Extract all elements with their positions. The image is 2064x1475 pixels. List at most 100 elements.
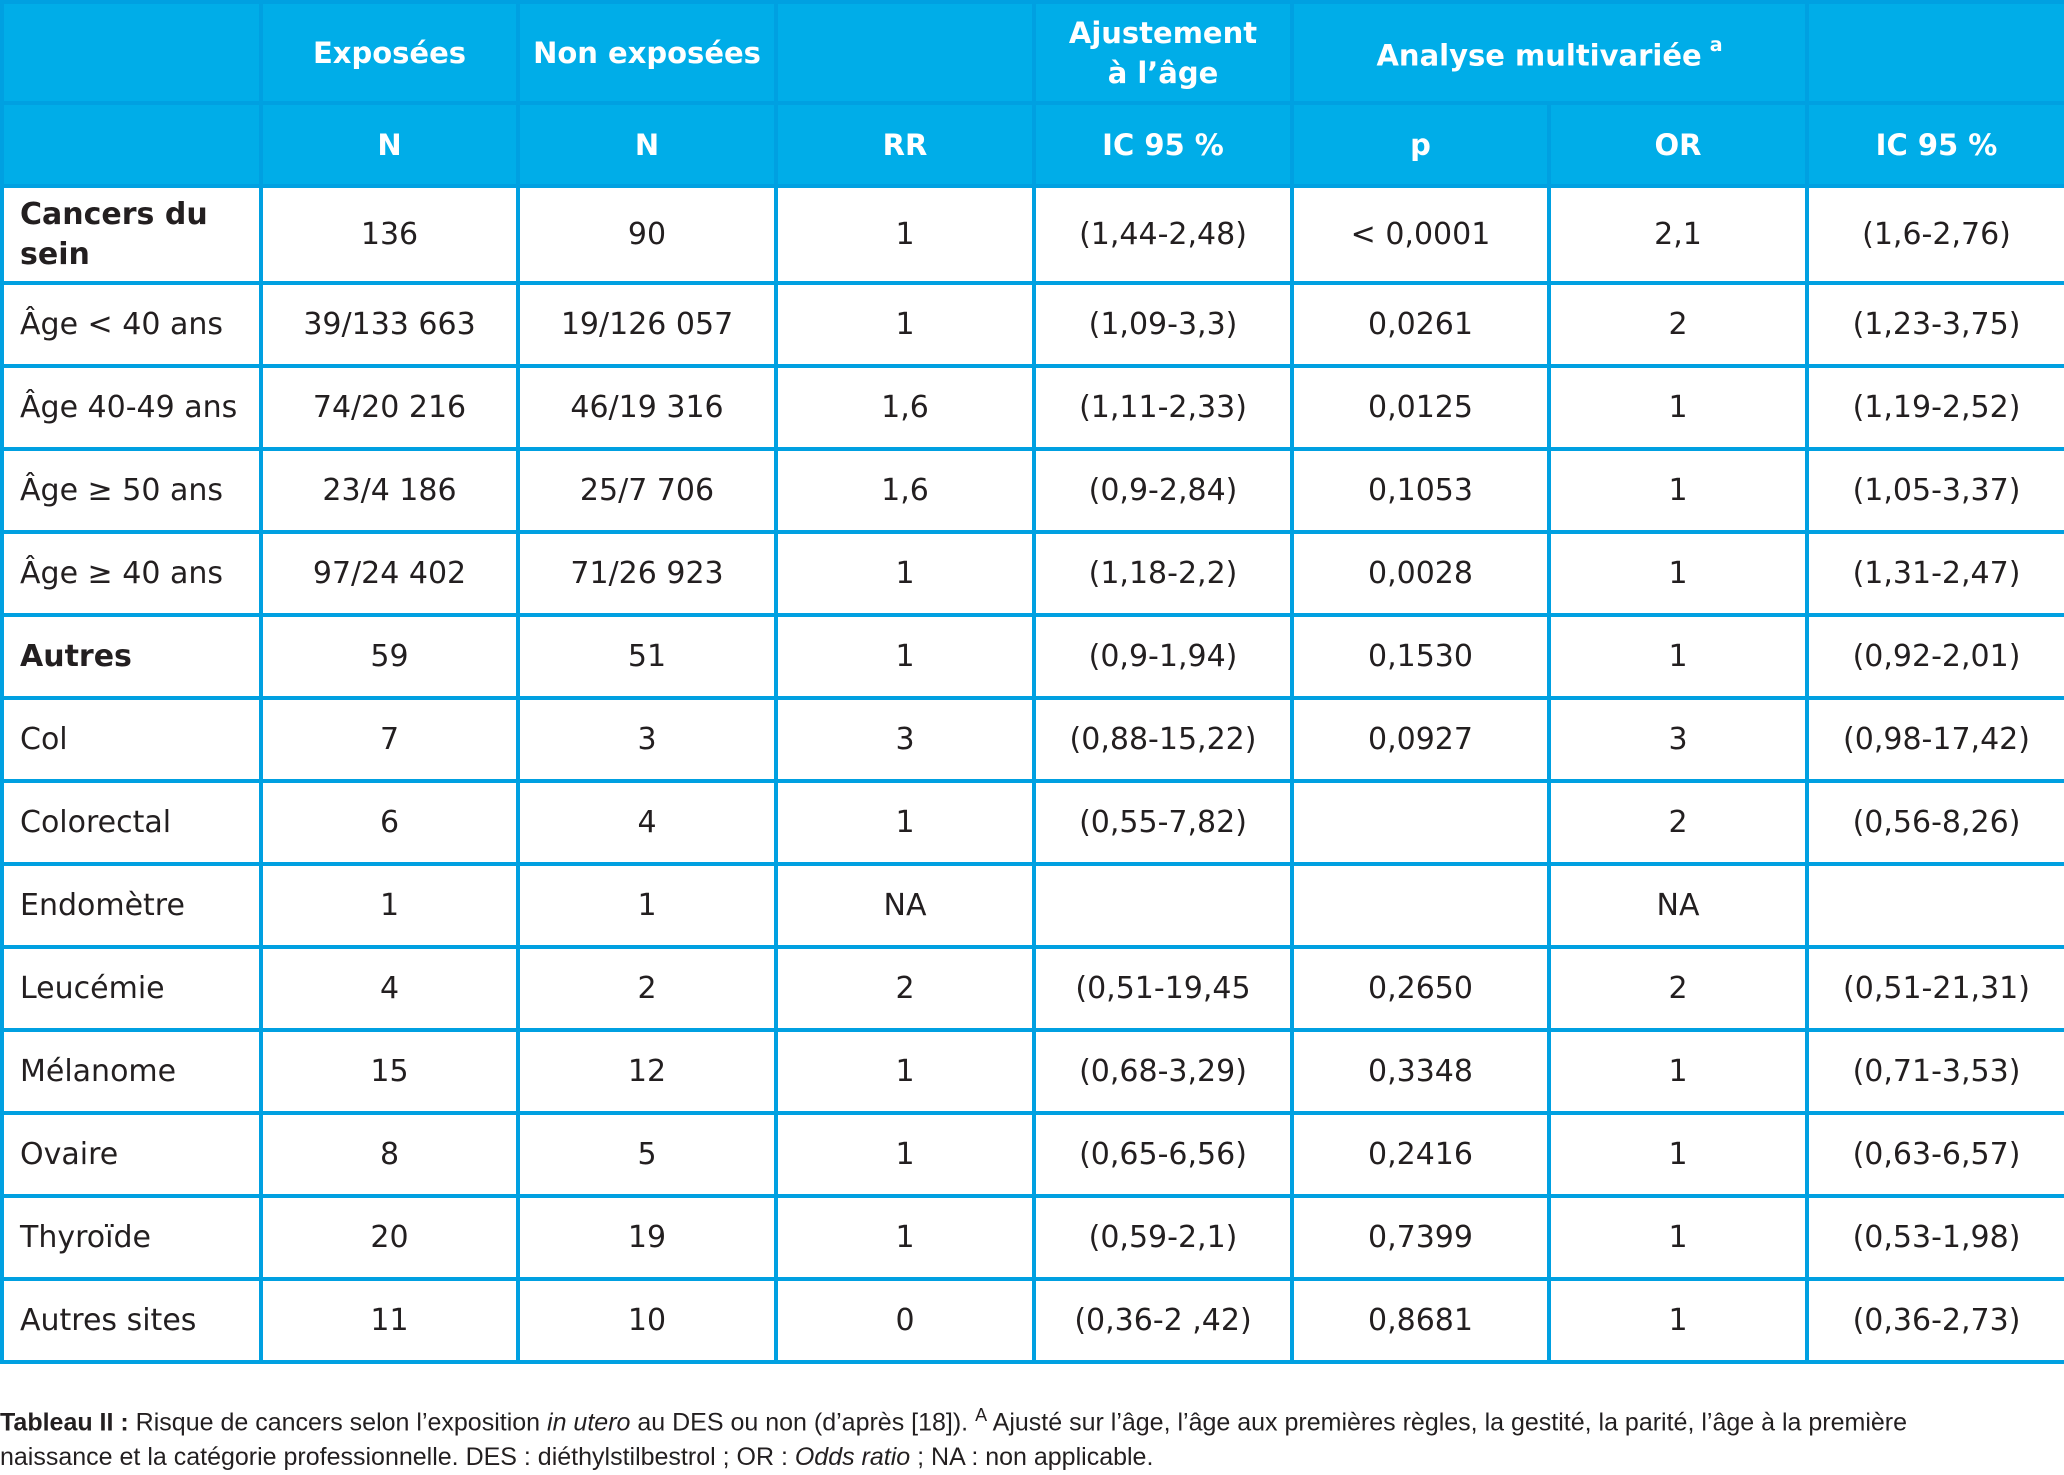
cell-ic95-age: (0,55-7,82) (1032, 779, 1294, 866)
table-row: Mélanome 15 12 1 (0,68-3,29) 0,3348 1 (0,71-3,5… (0, 1028, 2064, 1115)
row-label: Âge ≥ 50 ans (0, 447, 263, 534)
cell-rr: 1 (774, 1028, 1036, 1115)
cell-rr: 1 (774, 184, 1036, 285)
cell-p (1290, 779, 1551, 866)
cell-rr: 1,6 (774, 364, 1036, 451)
header-analyse-multivariee: Analyse multivariée a (1290, 0, 1809, 105)
cell-ic95-age (1032, 862, 1294, 949)
table-row: Âge ≥ 40 ans 97/24 402 71/26 923 1 (1,18-2,2… (0, 530, 2064, 617)
table-row: Endomètre 1 1 NA NA (0, 862, 2064, 949)
cell-n-non-exposees: 90 (516, 184, 778, 285)
cell-or: 1 (1547, 530, 1809, 617)
row-label: Colorectal (0, 779, 263, 866)
table-row: Âge ≥ 50 ans 23/4 186 25/7 706 1,6 (0,9-2,84… (0, 447, 2064, 534)
cell-n-non-exposees: 51 (516, 613, 778, 700)
cell-or: 2 (1547, 779, 1809, 866)
cell-n-non-exposees: 10 (516, 1277, 778, 1364)
table-row: Ovaire 8 5 1 (0,65-6,56) 0,2416 1 (0,63-6,57) (0, 1111, 2064, 1198)
cell-n-non-exposees: 3 (516, 696, 778, 783)
header-n-exposees: N (259, 101, 520, 188)
row-label: Âge ≥ 40 ans (0, 530, 263, 617)
cell-rr: 1 (774, 1111, 1036, 1198)
cell-n-non-exposees: 4 (516, 779, 778, 866)
caption-italic: in utero (547, 1408, 631, 1437)
caption-italic: Odds ratio (794, 1443, 911, 1472)
row-label: Mélanome (0, 1028, 263, 1115)
cell-n-non-exposees: 1 (516, 862, 778, 949)
table-row: Thyroïde 20 19 1 (0,59-2,1) 0,7399 1 (0,53-1,98… (0, 1194, 2064, 1281)
cell-or: 1 (1547, 613, 1809, 700)
cell-p: 0,3348 (1290, 1028, 1551, 1115)
row-label: Autres sites (0, 1277, 263, 1364)
caption-text: au DES ou non (d’après [18]). (630, 1408, 976, 1437)
table-row: Cancers du sein 136 90 1 (1,44-2,48) < 0,0001… (0, 184, 2064, 285)
cell-ic95-age: (0,51-19,45 (1032, 945, 1294, 1032)
row-label: Âge < 40 ans (0, 281, 263, 368)
cell-ic95-age: (0,68-3,29) (1032, 1028, 1294, 1115)
header-ic95-multi: IC 95 % (1805, 101, 2064, 188)
cell-ic95-multi: (0,98-17,42) (1805, 696, 2064, 783)
table-row: Autres 59 51 1 (0,9-1,94) 0,1530 1 (0,92-2,01) (0, 613, 2064, 700)
cell-rr: 1 (774, 281, 1036, 368)
cell-n-exposees: 1 (259, 862, 520, 949)
cell-ic95-age: (1,09-3,3) (1032, 281, 1294, 368)
cell-ic95-age: (0,36-2 ,42) (1032, 1277, 1294, 1364)
cell-p: 0,0261 (1290, 281, 1551, 368)
cell-ic95-multi: (0,92-2,01) (1805, 613, 2064, 700)
cell-p (1290, 862, 1551, 949)
cell-n-non-exposees: 25/7 706 (516, 447, 778, 534)
cell-or: 1 (1547, 364, 1809, 451)
cell-or: 2 (1547, 945, 1809, 1032)
header-ajustement-line1: Ajustement (1068, 15, 1258, 50)
cell-rr: 1 (774, 530, 1036, 617)
cell-n-non-exposees: 46/19 316 (516, 364, 778, 451)
cell-ic95-age: (0,59-2,1) (1032, 1194, 1294, 1281)
header-row-1: Exposées Non exposées Ajustement à l’âge… (0, 0, 2064, 105)
cell-n-exposees: 59 (259, 613, 520, 700)
cell-rr: NA (774, 862, 1036, 949)
cell-rr: 1 (774, 1194, 1036, 1281)
cell-ic95-multi: (0,63-6,57) (1805, 1111, 2064, 1198)
results-table: Exposées Non exposées Ajustement à l’âge… (0, 0, 2064, 1364)
header-analyse-footnote-mark: a (1709, 34, 1723, 57)
table-row: Colorectal 6 4 1 (0,55-7,82) 2 (0,56-8,26) (0, 779, 2064, 866)
cell-rr: 0 (774, 1277, 1036, 1364)
header-ajustement-line2: à l’âge (1107, 55, 1219, 90)
caption-footnote-mark: A (975, 1405, 988, 1425)
cell-p: 0,8681 (1290, 1277, 1551, 1364)
cell-or: 1 (1547, 1111, 1809, 1198)
cell-n-exposees: 23/4 186 (259, 447, 520, 534)
cell-n-exposees: 136 (259, 184, 520, 285)
cell-ic95-multi (1805, 862, 2064, 949)
row-label: Leucémie (0, 945, 263, 1032)
cell-p: < 0,0001 (1290, 184, 1551, 285)
table-body: Cancers du sein 136 90 1 (1,44-2,48) < 0,0001… (0, 184, 2064, 1364)
caption-text: Risque de cancers selon l’exposition (128, 1408, 548, 1437)
cell-p: 0,0125 (1290, 364, 1551, 451)
cell-n-exposees: 7 (259, 696, 520, 783)
cell-n-exposees: 8 (259, 1111, 520, 1198)
cell-n-non-exposees: 12 (516, 1028, 778, 1115)
table-row: Âge 40-49 ans 74/20 216 46/19 316 1,6 (1,11-… (0, 364, 2064, 451)
cell-ic95-age: (0,9-1,94) (1032, 613, 1294, 700)
cell-rr: 2 (774, 945, 1036, 1032)
cell-n-exposees: 39/133 663 (259, 281, 520, 368)
cell-n-exposees: 15 (259, 1028, 520, 1115)
header-empty-cell (1805, 0, 2064, 105)
cell-ic95-multi: (0,51-21,31) (1805, 945, 2064, 1032)
cell-ic95-multi: (1,31-2,47) (1805, 530, 2064, 617)
cell-rr: 3 (774, 696, 1036, 783)
cell-p: 0,7399 (1290, 1194, 1551, 1281)
cell-rr: 1 (774, 779, 1036, 866)
cell-ic95-multi: (0,36-2,73) (1805, 1277, 2064, 1364)
cell-or: 3 (1547, 696, 1809, 783)
cell-p: 0,2650 (1290, 945, 1551, 1032)
row-label: Cancers du sein (0, 184, 263, 285)
row-label: Âge 40-49 ans (0, 364, 263, 451)
cell-ic95-age: (1,44-2,48) (1032, 184, 1294, 285)
cell-or: 1 (1547, 1028, 1809, 1115)
cell-ic95-age: (0,88-15,22) (1032, 696, 1294, 783)
cell-or: 2 (1547, 281, 1809, 368)
cell-ic95-age: (1,18-2,2) (1032, 530, 1294, 617)
header-ic95-age: IC 95 % (1032, 101, 1294, 188)
